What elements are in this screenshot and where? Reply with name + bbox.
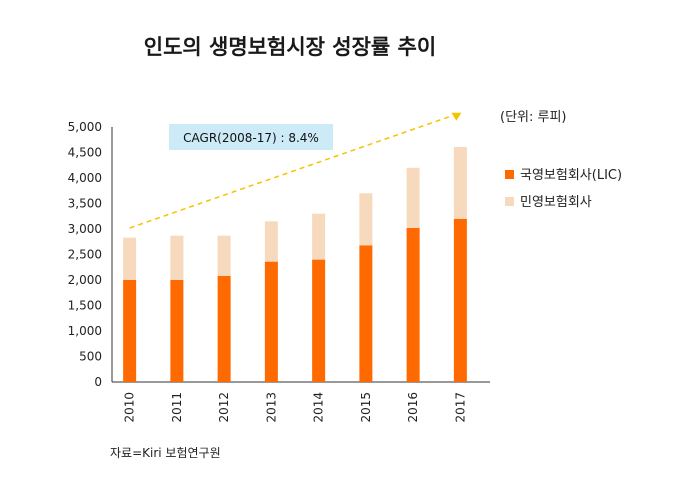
trend-line xyxy=(129,114,453,229)
x-tick-label: 2014 xyxy=(312,392,326,423)
legend: 국영보험회사(LIC) 민영보험회사 xyxy=(505,168,622,210)
y-tick-label: 1,000 xyxy=(68,324,102,338)
bar-public xyxy=(312,259,326,382)
trend-arrow-head xyxy=(451,112,462,121)
bar-public xyxy=(406,227,420,382)
y-axis-ticks: 0 500 1,000 1,500 2,000 2,500 3,000 3,500 4,000 4… xyxy=(68,120,102,389)
y-tick-label: 5,000 xyxy=(68,120,102,134)
legend-label-public: 국영보험회사(LIC) xyxy=(520,168,622,183)
axes xyxy=(111,127,490,383)
unit-label: (단위: 루피) xyxy=(500,110,567,125)
y-tick-label: 1,500 xyxy=(68,299,102,313)
y-tick-label: 3,000 xyxy=(68,222,102,236)
chart-title: 인도의 생명보험시장 성장률 추이 xyxy=(144,35,436,59)
y-tick-label: 4,500 xyxy=(68,146,102,160)
x-tick-label: 2013 xyxy=(264,392,278,423)
bar-private xyxy=(170,235,184,280)
bar-public xyxy=(453,218,467,382)
bar-private xyxy=(312,213,326,260)
x-tick-label: 2017 xyxy=(453,392,467,423)
x-tick-label: 2011 xyxy=(170,392,184,423)
y-tick-label: 4,000 xyxy=(68,171,102,185)
bar-private xyxy=(406,167,420,228)
bar-public xyxy=(123,280,137,382)
bar-public xyxy=(217,275,231,382)
bar-private xyxy=(217,235,231,276)
y-tick-label: 0 xyxy=(94,375,102,389)
legend-swatch-public xyxy=(505,170,514,179)
legend-swatch-private xyxy=(505,197,514,206)
bar-private xyxy=(123,237,137,280)
bar-public xyxy=(170,280,184,382)
y-tick-label: 2,500 xyxy=(68,248,102,262)
cagr-annotation: CAGR(2008-17) : 8.4% xyxy=(183,131,319,145)
bar-public xyxy=(359,245,373,382)
bar-public xyxy=(264,261,278,382)
y-tick-label: 500 xyxy=(79,350,102,364)
y-tick-label: 3,500 xyxy=(68,197,102,211)
bar-private xyxy=(453,146,467,219)
bar-private xyxy=(264,221,278,262)
x-tick-label: 2012 xyxy=(217,392,231,423)
x-axis-ticks: 2010 2011 2012 2013 2014 2015 2016 2017 xyxy=(123,392,468,423)
bars xyxy=(123,146,467,382)
source-note: 자료=Kiri 보험연구원 xyxy=(110,446,221,460)
x-tick-label: 2010 xyxy=(123,392,137,423)
bar-private xyxy=(359,193,373,246)
x-tick-label: 2016 xyxy=(406,392,420,423)
legend-label-private: 민영보험회사 xyxy=(520,195,592,210)
x-tick-label: 2015 xyxy=(359,392,373,423)
cagr-annotation-box xyxy=(169,124,333,150)
y-tick-label: 2,000 xyxy=(68,273,102,287)
